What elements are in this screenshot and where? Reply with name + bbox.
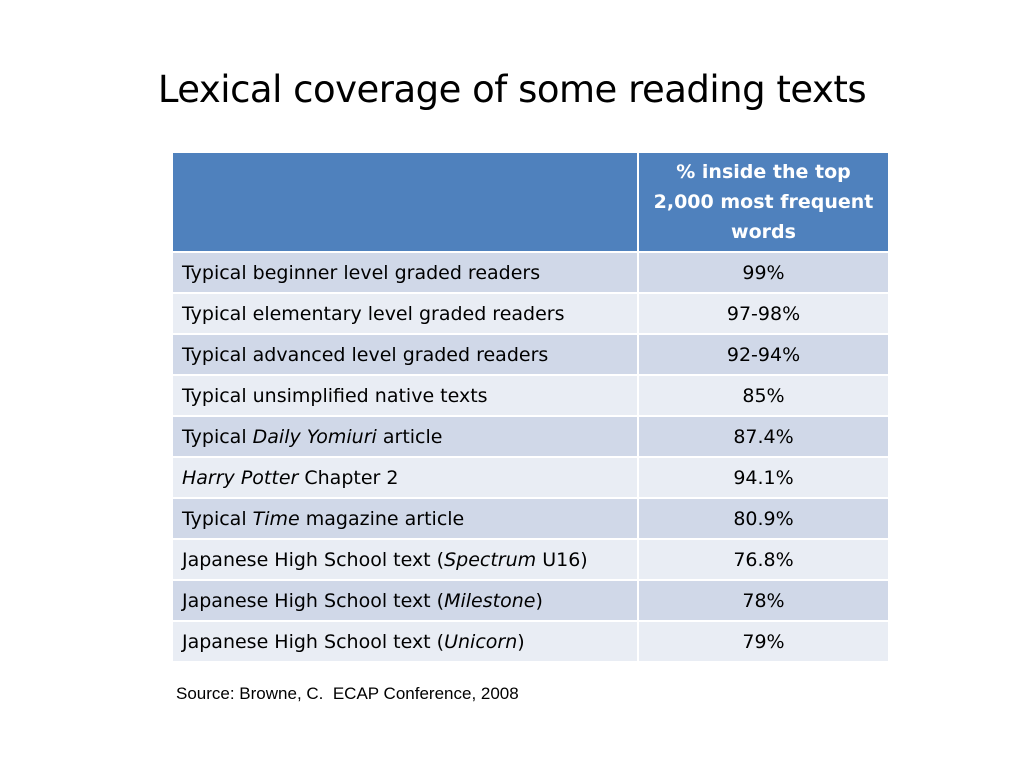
row-label: Typical Daily Yomiuri article — [171, 415, 639, 458]
row-label: Typical advanced level graded readers — [171, 333, 639, 376]
row-label: Typical Time magazine article — [171, 497, 639, 540]
row-coverage-value: 97-98% — [637, 292, 890, 335]
row-label-text: Typical — [182, 425, 253, 448]
row-coverage-value: 85% — [637, 374, 890, 417]
table-row: Japanese High School text (Spectrum U16)… — [171, 538, 890, 581]
row-label-italic-title: Harry Potter — [182, 466, 299, 489]
slide-title: Lexical coverage of some reading texts — [157, 68, 867, 111]
header-coverage-cell: % inside the top 2,000 most frequent wor… — [637, 151, 890, 253]
table-row: Typical elementary level graded readers 9… — [171, 292, 890, 335]
source-citation: Source: Browne, C. ECAP Conference, 2008 — [176, 684, 519, 703]
row-label: Harry Potter Chapter 2 — [171, 456, 639, 499]
table-row: Japanese High School text (Unicorn) 79% — [171, 620, 890, 663]
row-label-suffix: Chapter 2 — [298, 466, 399, 489]
table-header-row: % inside the top 2,000 most frequent wor… — [171, 151, 890, 253]
table-row: Typical Daily Yomiuri article 87.4% — [171, 415, 890, 458]
table-row: Typical unsimplified native texts 85% — [171, 374, 890, 417]
row-coverage-value: 79% — [637, 620, 890, 663]
row-label-text: Japanese High School text ( — [182, 548, 445, 571]
row-label-italic-title: Spectrum — [444, 548, 537, 571]
row-label-italic-title: Unicorn — [444, 630, 518, 653]
row-label: Japanese High School text (Spectrum U16) — [171, 538, 639, 581]
row-label-suffix: U16) — [536, 548, 588, 571]
header-blank-cell — [171, 151, 639, 253]
row-coverage-value: 76.8% — [637, 538, 890, 581]
table-row: Typical Time magazine article 80.9% — [171, 497, 890, 540]
table-row: Typical advanced level graded readers 92-… — [171, 333, 890, 376]
row-label-text: Japanese High School text ( — [182, 589, 445, 612]
row-coverage-value: 94.1% — [637, 456, 890, 499]
row-label: Japanese High School text (Milestone) — [171, 579, 639, 622]
row-label-suffix: article — [376, 425, 443, 448]
row-label-text: Typical unsimplified native texts — [182, 384, 488, 407]
row-label-suffix: magazine article — [299, 507, 465, 530]
row-coverage-value: 87.4% — [637, 415, 890, 458]
row-coverage-value: 99% — [637, 251, 890, 294]
row-coverage-value: 92-94% — [637, 333, 890, 376]
row-label-text: Typical beginner level graded readers — [182, 261, 541, 284]
row-label: Japanese High School text (Unicorn) — [171, 620, 639, 663]
row-coverage-value: 78% — [637, 579, 890, 622]
row-label-suffix: ) — [517, 630, 525, 653]
row-label: Typical unsimplified native texts — [171, 374, 639, 417]
coverage-table: % inside the top 2,000 most frequent wor… — [171, 151, 890, 663]
row-label-text: Typical advanced level graded readers — [182, 343, 549, 366]
row-label-italic-title: Time — [252, 507, 300, 530]
table-row: Typical beginner level graded readers 99% — [171, 251, 890, 294]
row-label-text: Typical — [182, 507, 253, 530]
row-label: Typical elementary level graded readers — [171, 292, 639, 335]
table-body: Typical beginner level graded readers 99%… — [171, 251, 890, 663]
row-label-text: Japanese High School text ( — [182, 630, 445, 653]
row-label-italic-title: Daily Yomiuri — [252, 425, 377, 448]
table-row: Japanese High School text (Milestone) 78% — [171, 579, 890, 622]
row-label-italic-title: Milestone — [444, 589, 536, 612]
header-line-3: words — [731, 221, 796, 243]
row-label: Typical beginner level graded readers — [171, 251, 639, 294]
table-row: Harry Potter Chapter 2 94.1% — [171, 456, 890, 499]
row-label-text: Typical elementary level graded readers — [182, 302, 565, 325]
header-line-1: % inside the top — [676, 161, 851, 183]
row-label-suffix: ) — [535, 589, 543, 612]
header-line-2: 2,000 most frequent — [653, 191, 874, 213]
row-coverage-value: 80.9% — [637, 497, 890, 540]
